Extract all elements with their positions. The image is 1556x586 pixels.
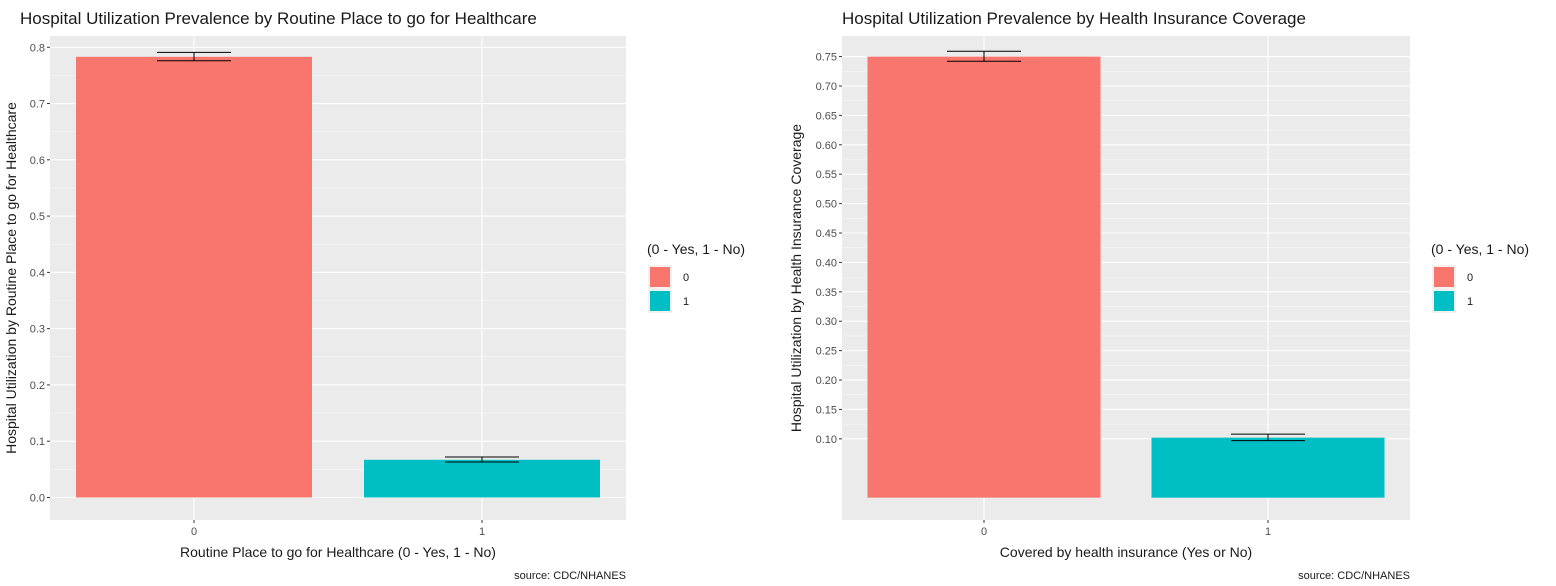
legend-swatch-0 [1434,267,1454,287]
y-tick-label: 0.2 [30,380,45,392]
y-tick-label: 0.5 [30,211,45,223]
legend-label: 0 [683,272,689,284]
y-tick-label: 0.7 [30,99,45,111]
y-tick-label: 0.50 [816,199,837,211]
y-tick-label: 0.70 [816,81,837,93]
y-tick-label: 0.1 [30,436,45,448]
legend-title: (0 - Yes, 1 - No) [647,241,745,257]
chart-panel-1: 0.0 0.1 0.2 0.3 0.4 0.5 0.6 0.7 0.8 0 1 Hospital Ut… [3,9,745,582]
legend-label: 1 [683,296,689,308]
y-tick-label: 0.3 [30,324,45,336]
y-tick-label: 0.4 [30,267,45,279]
error-bar-1 [1231,433,1305,442]
y-tick-label: 0.25 [816,346,837,358]
x-tick-label: 1 [479,526,485,538]
chart-title: Hospital Utilization Prevalence by Routi… [20,9,537,28]
x-axis-label: Routine Place to go for Healthcare (0 - … [180,544,496,560]
y-tick-label: 0.30 [816,316,837,328]
legend-title: (0 - Yes, 1 - No) [1431,241,1529,257]
legend-swatch-1 [650,291,670,311]
x-axis-label: Covered by health insurance (Yes or No) [1000,544,1252,560]
y-tick-label: 0.45 [816,228,837,240]
y-axis-label: Hospital Utilization by Routine Place to… [3,102,19,454]
y-tick-label: 0.40 [816,257,837,269]
bar-1 [1151,437,1385,498]
y-tick-label: 0.10 [816,434,837,446]
y-tick-label: 0.75 [816,52,837,64]
y-axis-label: Hospital Utilization by Health Insurance… [788,124,804,432]
error-bar-0 [947,50,1021,62]
y-tick-label: 0.8 [30,42,45,54]
x-tick-label: 1 [1265,526,1271,538]
y-tick-label: 0.55 [816,169,837,181]
legend-label: 1 [1467,296,1473,308]
y-tick-label: 0.35 [816,287,837,299]
bar-0 [76,56,312,498]
bar-0 [867,56,1101,498]
y-tick-label: 0.0 [30,492,45,504]
x-tick-label: 0 [981,526,987,538]
legend: (0 - Yes, 1 - No) 0 1 [1431,241,1529,313]
chart-title: Hospital Utilization Prevalence by Healt… [842,9,1306,28]
legend-swatch-1 [1434,291,1454,311]
y-tick-label: 0.15 [816,404,837,416]
y-tick-label: 0.20 [816,375,837,387]
caption: source: CDC/NHANES [1298,570,1410,582]
legend: (0 - Yes, 1 - No) 0 1 [647,241,745,313]
legend-swatch-0 [650,267,670,287]
y-tick-label: 0.60 [816,140,837,152]
chart-panel-2: 0.10 0.15 0.20 0.25 0.30 0.35 0.40 0.45 0.50 0.55… [788,9,1529,582]
error-bar-1 [445,456,519,463]
y-tick-label: 0.65 [816,110,837,122]
caption: source: CDC/NHANES [514,570,626,582]
y-tick-label: 0.6 [30,155,45,167]
bar-1 [364,459,600,498]
error-bar-0 [157,51,231,62]
x-tick-label: 0 [191,526,197,538]
legend-label: 0 [1467,272,1473,284]
